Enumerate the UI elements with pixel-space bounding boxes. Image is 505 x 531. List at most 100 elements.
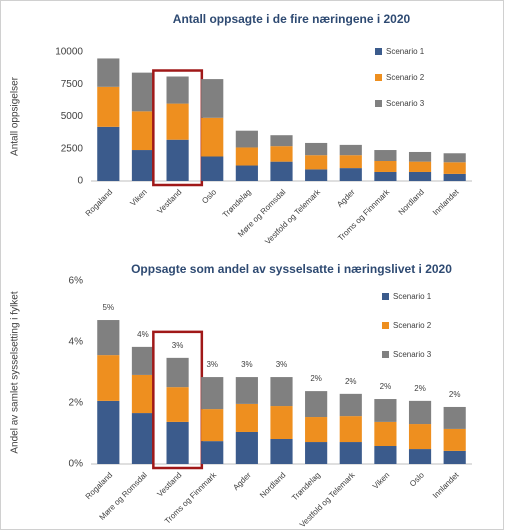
bar-segment [408,449,432,464]
bar-segment [166,357,189,388]
legend-swatch [382,351,389,358]
bar-segment [408,161,432,172]
bar-segment [235,431,258,464]
bar-segment [305,442,328,464]
bar-segment [235,165,258,181]
bar-segment [97,355,120,401]
bar-segment [235,377,258,404]
bar-segment [201,79,224,118]
bar-segment [97,126,120,181]
y-tick-label: 2% [69,398,84,409]
value-label: 3% [241,360,253,369]
legend-label: Scenario 1 [386,47,425,56]
chart-title: Oppsagte som andel av sysselsatte i næri… [131,262,452,276]
legend-label: Scenario 2 [393,321,432,330]
bar-segment [339,155,362,169]
bar-segment [305,155,328,170]
value-label: 2% [449,390,461,399]
bar-segment [443,428,466,451]
y-tick-label: 2500 [61,143,84,154]
bar-segment [305,142,328,156]
bar-segment [305,169,328,181]
bar-segment [408,424,432,450]
bar-segment [339,442,362,464]
bar-segment [374,171,397,181]
bar-segment [97,58,120,87]
bar-segment [97,86,120,127]
bar-segment [305,417,328,443]
y-axis-label: Andel av samlet sysselsetting i fylket [10,291,21,454]
bar-segment [374,399,397,422]
y-axis-label: Antall oppsigelser [10,76,21,156]
bar-segment [166,103,189,140]
bar-segment [235,147,258,166]
bar-segment [131,346,155,375]
bar-segment [131,150,155,181]
bar-segment [443,173,466,181]
bar-segment [235,130,258,148]
legend-label: Scenario 1 [393,292,432,301]
y-tick-label: 5000 [61,111,84,122]
bar-segment [270,377,293,407]
bar-segment [408,171,432,181]
bar-segment [166,76,189,104]
bar-segment [443,153,466,163]
legend-label: Scenario 3 [386,99,425,108]
legend-swatch [375,100,382,107]
value-label: 3% [206,360,218,369]
bar-segment [131,413,155,464]
y-tick-label: 0% [69,459,84,470]
bar-segment [201,377,224,410]
bar-segment [443,450,466,464]
bar-segment [97,320,120,356]
bar-segment [305,391,328,418]
bar-segment [408,400,432,425]
value-label: 3% [276,360,288,369]
legend-swatch [375,48,382,55]
bar-segment [374,446,397,464]
bar-segment [131,72,155,112]
value-label: 2% [380,382,392,391]
bar-segment [339,393,362,417]
bar-segment [235,403,258,432]
bar-segment [270,406,293,439]
y-tick-label: 6% [69,276,84,287]
bar-segment [270,146,293,162]
bar-segment [166,421,189,464]
bar-segment [166,139,189,181]
value-label: 4% [137,330,149,339]
bar-segment [131,111,155,151]
legend-swatch [382,293,389,300]
value-label: 5% [103,303,115,312]
bar-segment [131,374,155,414]
bar-segment [443,162,466,174]
legend-swatch [382,322,389,329]
value-label: 2% [345,377,357,386]
bar-segment [201,441,224,464]
value-label: 3% [172,341,184,350]
bar-segment [201,409,224,442]
bar-segment [339,168,362,181]
bar-segment [97,400,120,464]
bar-segment [374,161,397,172]
value-label: 2% [414,384,426,393]
legend-label: Scenario 3 [393,350,432,359]
bar-segment [201,117,224,157]
bar-segment [374,421,397,447]
bar-segment [408,151,432,162]
bar-segment [443,406,466,429]
bar-segment [339,416,362,443]
bar-segment [339,144,362,156]
value-label: 2% [310,374,322,383]
bar-segment [270,161,293,181]
legend-label: Scenario 2 [386,73,425,82]
bar-segment [374,150,397,162]
y-tick-label: 0 [77,176,83,187]
y-tick-label: 10000 [55,47,83,58]
bar-segment [166,387,189,422]
y-tick-label: 7500 [61,79,84,90]
bar-segment [270,135,293,147]
y-tick-label: 4% [69,337,84,348]
bar-segment [201,156,224,181]
